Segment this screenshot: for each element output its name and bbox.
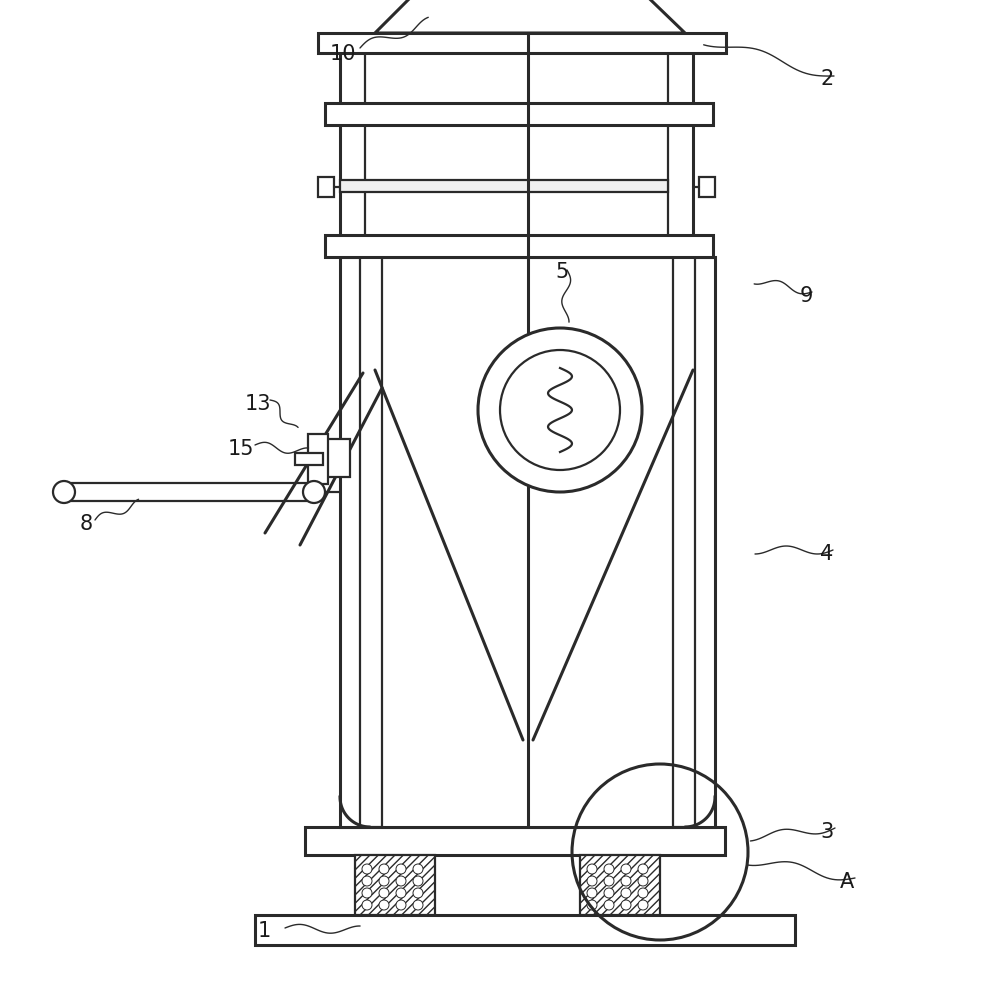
Text: A: A	[840, 872, 854, 892]
Bar	[580, 855, 660, 915]
Circle shape	[53, 481, 75, 503]
Text: 8: 8	[80, 514, 93, 534]
Circle shape	[396, 900, 406, 910]
Circle shape	[604, 876, 614, 886]
Circle shape	[604, 864, 614, 874]
Bar	[673, 257, 695, 827]
Bar	[340, 180, 668, 192]
Bar	[295, 453, 323, 465]
Circle shape	[413, 888, 423, 898]
Circle shape	[396, 888, 406, 898]
Text: 9: 9	[800, 286, 813, 306]
Bar	[360, 257, 382, 827]
Circle shape	[587, 864, 597, 874]
Circle shape	[638, 876, 648, 886]
Circle shape	[379, 876, 389, 886]
Circle shape	[638, 864, 648, 874]
Bar	[318, 33, 726, 53]
Bar	[520, 0, 536, 10]
Circle shape	[379, 900, 389, 910]
Bar	[355, 855, 435, 915]
Circle shape	[478, 328, 642, 492]
Polygon shape	[375, 0, 685, 33]
Text: 2: 2	[820, 69, 833, 89]
Bar	[496, 10, 560, 28]
Circle shape	[587, 876, 597, 886]
Circle shape	[362, 888, 372, 898]
Circle shape	[621, 900, 631, 910]
Circle shape	[396, 864, 406, 874]
Text: 15: 15	[228, 439, 255, 459]
Circle shape	[379, 864, 389, 874]
Circle shape	[621, 876, 631, 886]
Circle shape	[396, 876, 406, 886]
Circle shape	[362, 900, 372, 910]
Circle shape	[587, 900, 597, 910]
Text: 10: 10	[330, 44, 357, 64]
Circle shape	[362, 864, 372, 874]
Text: 4: 4	[820, 544, 833, 564]
Circle shape	[413, 864, 423, 874]
Circle shape	[604, 888, 614, 898]
Circle shape	[379, 888, 389, 898]
Bar	[325, 235, 713, 257]
Circle shape	[587, 888, 597, 898]
Bar	[305, 827, 725, 855]
Text: 1: 1	[258, 921, 272, 941]
Circle shape	[638, 900, 648, 910]
Bar	[308, 434, 328, 484]
Bar	[325, 103, 713, 125]
Bar	[699, 177, 715, 197]
Text: 5: 5	[555, 262, 568, 282]
Text: 13: 13	[245, 394, 272, 414]
Circle shape	[621, 864, 631, 874]
Circle shape	[362, 876, 372, 886]
Circle shape	[604, 900, 614, 910]
Bar	[318, 177, 334, 197]
Circle shape	[621, 888, 631, 898]
Circle shape	[413, 900, 423, 910]
Bar	[255, 915, 795, 945]
Circle shape	[638, 888, 648, 898]
Circle shape	[500, 350, 620, 470]
Circle shape	[413, 876, 423, 886]
Bar	[322, 439, 350, 477]
Bar	[340, 257, 715, 827]
Circle shape	[303, 481, 325, 503]
Text: 3: 3	[820, 822, 833, 842]
